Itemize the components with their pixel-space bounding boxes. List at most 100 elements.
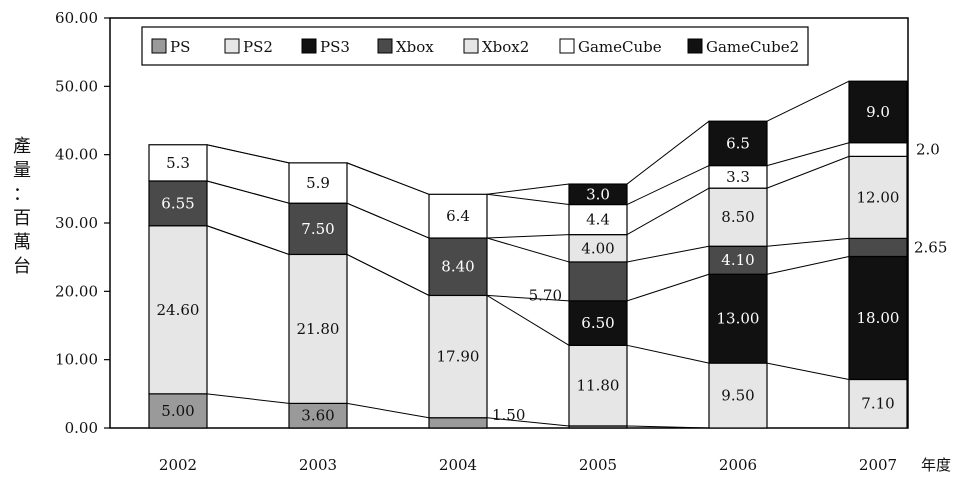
data-label: 5.70 <box>529 286 562 304</box>
data-label: 2.65 <box>914 238 947 256</box>
bar-segment <box>288 162 348 204</box>
bar-segment <box>428 193 488 239</box>
data-label: 5.9 <box>306 174 330 192</box>
label-layer: 5.00 24.60 6.55 5.3 3.60 21.80 7.50 5.9 1.50 17.9… <box>157 103 948 425</box>
connector-line <box>206 225 290 255</box>
bar-segment <box>288 402 348 429</box>
y-tick-label: 40.00 <box>55 146 98 164</box>
data-label: 11.80 <box>577 377 620 395</box>
legend-swatch <box>151 38 167 54</box>
y-tick-label: 60.00 <box>55 9 98 27</box>
bar-segment <box>568 300 628 346</box>
x-tick-label: 2007 <box>859 456 897 474</box>
connector-line <box>206 393 290 404</box>
bar-segment <box>428 237 488 297</box>
legend-label: GameCube2 <box>706 38 799 56</box>
connector-line <box>766 80 850 122</box>
bar-segment <box>708 187 768 247</box>
connector-line <box>626 245 710 263</box>
legend-swatch <box>463 38 479 54</box>
bar-segment <box>148 144 208 182</box>
bar-segment <box>708 362 768 429</box>
data-label: 7.50 <box>301 220 334 238</box>
data-label: 4.10 <box>721 251 754 269</box>
y-axis-label-char: 百 <box>13 208 31 229</box>
legend: PS PS2 PS3 Xbox Xbox2 GameCube GameCube2 <box>141 26 809 66</box>
data-label: 6.55 <box>161 194 194 212</box>
bar-segment <box>848 80 908 144</box>
data-label: 18.00 <box>857 309 900 327</box>
data-label: 24.60 <box>157 301 200 319</box>
connector-line <box>206 144 290 164</box>
bar-segment <box>288 253 348 404</box>
x-axis-label: 年度 <box>921 456 951 474</box>
data-label: 21.80 <box>297 320 340 338</box>
data-label: 2.0 <box>916 141 940 159</box>
bar-segment <box>428 417 488 429</box>
legend-item: Xbox <box>377 38 434 56</box>
bar-segment <box>848 255 908 381</box>
data-label: 12.00 <box>857 188 900 206</box>
connector-line <box>626 425 710 429</box>
x-tick-label: 2006 <box>719 456 757 474</box>
y-axis-label-char: 產 <box>13 136 31 157</box>
data-label: 3.3 <box>726 168 750 186</box>
y-axis-label: 產量 ： 百萬台 <box>13 136 31 277</box>
connector-line <box>766 155 850 189</box>
y-axis-label-char: ： <box>13 184 31 205</box>
x-tick-label: 2005 <box>579 456 617 474</box>
bar-segment <box>848 237 908 258</box>
connector-line <box>486 417 570 427</box>
data-label: 9.0 <box>866 103 890 121</box>
legend-swatch <box>687 38 703 54</box>
legend-label: GameCube <box>578 38 662 56</box>
connector-line <box>766 362 850 380</box>
data-label: 1.50 <box>492 406 525 424</box>
connector-line <box>486 183 570 195</box>
connector-line <box>486 237 570 263</box>
data-label: 8.50 <box>721 208 754 226</box>
legend-swatch <box>559 38 575 54</box>
y-axis-label-char: 台 <box>13 256 31 277</box>
data-label: 5.3 <box>166 154 190 172</box>
legend-item: GameCube <box>559 38 662 56</box>
connector-line <box>486 234 570 239</box>
connector-line <box>626 187 710 236</box>
data-label: 6.50 <box>581 314 614 332</box>
data-label: 8.40 <box>441 258 474 276</box>
connector-line <box>626 165 710 206</box>
legend-label: Xbox <box>396 38 434 56</box>
connector-line <box>766 237 850 247</box>
connector-line <box>346 402 430 419</box>
x-tick-label: 2002 <box>159 456 197 474</box>
legend-item: Xbox2 <box>463 38 529 56</box>
bar-segment <box>848 155 908 239</box>
bar-segment <box>568 203 628 236</box>
bar-segment <box>708 120 768 167</box>
connector-line <box>766 255 850 275</box>
data-label: 3.60 <box>301 407 334 425</box>
legend-item: PS3 <box>301 38 350 56</box>
bar-layer <box>148 80 908 429</box>
bar-segment <box>708 273 768 364</box>
legend-label: PS3 <box>320 38 350 56</box>
connector-layer <box>206 80 850 429</box>
data-label: 9.50 <box>721 387 754 405</box>
bar-segment <box>568 344 628 427</box>
data-label: 3.0 <box>586 185 610 203</box>
legend-item: PS2 <box>224 38 273 56</box>
y-tick-label: 20.00 <box>55 282 98 300</box>
connector-line <box>626 273 710 302</box>
connector-line <box>766 142 850 167</box>
connector-line <box>626 120 710 185</box>
connector-line <box>486 193 570 206</box>
bar-segment <box>708 245 768 275</box>
legend-swatch <box>301 38 317 54</box>
connector-line <box>346 202 430 239</box>
y-axis-label-char: 量 <box>13 160 31 181</box>
bar-segment <box>568 183 628 206</box>
data-label: 5.00 <box>161 402 194 420</box>
legend-label: PS <box>170 38 190 56</box>
axis-layer: 0.00 10.00 20.00 30.00 40.00 50.00 60.00 2002 20… <box>55 9 897 474</box>
